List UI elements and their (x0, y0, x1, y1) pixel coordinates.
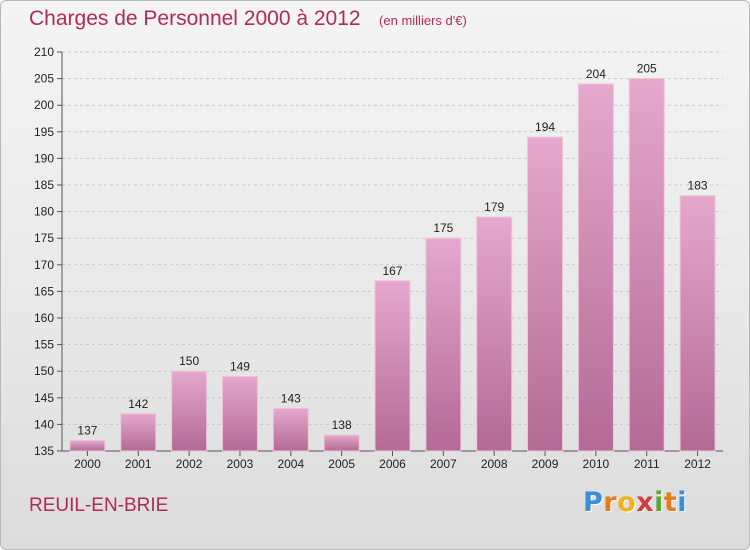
y-tick-label: 195 (34, 125, 54, 139)
y-tick-label: 190 (34, 151, 54, 165)
bar-2012 (679, 195, 716, 452)
bar-2007 (425, 237, 462, 452)
y-tick-label: 200 (34, 98, 54, 112)
y-tick-label: 150 (34, 364, 54, 378)
x-tick-label-2008: 2008 (481, 457, 508, 471)
x-tick-label-2000: 2000 (74, 457, 101, 471)
y-tick-label: 135 (34, 444, 54, 458)
logo-letter: r (603, 487, 618, 518)
chart-subtitle: (en milliers d'€) (379, 13, 467, 28)
proxiti-logo: Proxiti (583, 487, 687, 518)
data-label-2003: 149 (230, 360, 250, 374)
bar-2000 (69, 439, 106, 452)
bar-2003 (221, 376, 258, 452)
x-tick-label-2002: 2002 (176, 457, 203, 471)
y-tick-label: 185 (34, 178, 54, 192)
x-tick-label-2006: 2006 (379, 457, 406, 471)
y-tick-label: 180 (34, 205, 54, 219)
bar-2001 (120, 413, 157, 452)
data-label-2012: 183 (688, 179, 708, 193)
x-tick-label-2009: 2009 (532, 457, 559, 471)
logo-letter: o (617, 487, 637, 518)
bar-2010 (577, 83, 614, 452)
data-label-2001: 142 (128, 397, 148, 411)
bar-2008 (476, 216, 513, 452)
data-label-2011: 205 (637, 62, 657, 76)
x-tick-label-2011: 2011 (634, 457, 660, 471)
data-label-2010: 204 (586, 67, 606, 81)
bar-2004 (272, 407, 309, 452)
x-tick-label-2003: 2003 (227, 457, 254, 471)
x-tick-label-2007: 2007 (430, 457, 457, 471)
y-tick-label: 145 (34, 391, 54, 405)
x-tick-label-2010: 2010 (583, 457, 610, 471)
bar-2002 (171, 370, 208, 452)
y-tick-label: 155 (34, 338, 54, 352)
bar-2006 (374, 280, 411, 452)
x-tick-label-2001: 2001 (125, 457, 152, 471)
data-label-2002: 150 (179, 354, 199, 368)
data-label-2006: 167 (382, 264, 402, 278)
chart-title: Charges de Personnel 2000 à 2012 (29, 7, 361, 30)
bar-2011 (628, 78, 665, 452)
y-tick-label: 170 (34, 258, 54, 272)
y-tick-label: 160 (34, 311, 54, 325)
location-label: REUIL-EN-BRIE (29, 495, 169, 516)
logo-letter: P (583, 487, 604, 518)
x-tick-label-2004: 2004 (277, 457, 304, 471)
y-tick-label: 210 (34, 45, 54, 59)
data-label-2000: 137 (77, 423, 97, 437)
y-tick-label: 175 (34, 231, 54, 245)
data-label-2008: 179 (484, 200, 504, 214)
bar-2005 (323, 434, 360, 452)
data-label-2005: 138 (332, 418, 352, 432)
data-label-2007: 175 (433, 221, 453, 235)
data-label-2004: 143 (281, 391, 301, 405)
bar-2009 (527, 136, 564, 452)
x-tick-label-2012: 2012 (684, 457, 711, 471)
y-tick-label: 165 (34, 284, 54, 298)
logo-letter: i (654, 487, 664, 518)
y-tick-label: 140 (34, 417, 54, 431)
logo-letter: x (636, 487, 655, 518)
x-tick-label-2005: 2005 (328, 457, 355, 471)
logo-letter: t (663, 487, 678, 518)
logo-letter: i (677, 487, 688, 518)
data-label-2009: 194 (535, 120, 555, 134)
title-row: Charges de Personnel 2000 à 2012 (en mil… (29, 7, 467, 31)
y-tick-label: 205 (34, 72, 54, 86)
